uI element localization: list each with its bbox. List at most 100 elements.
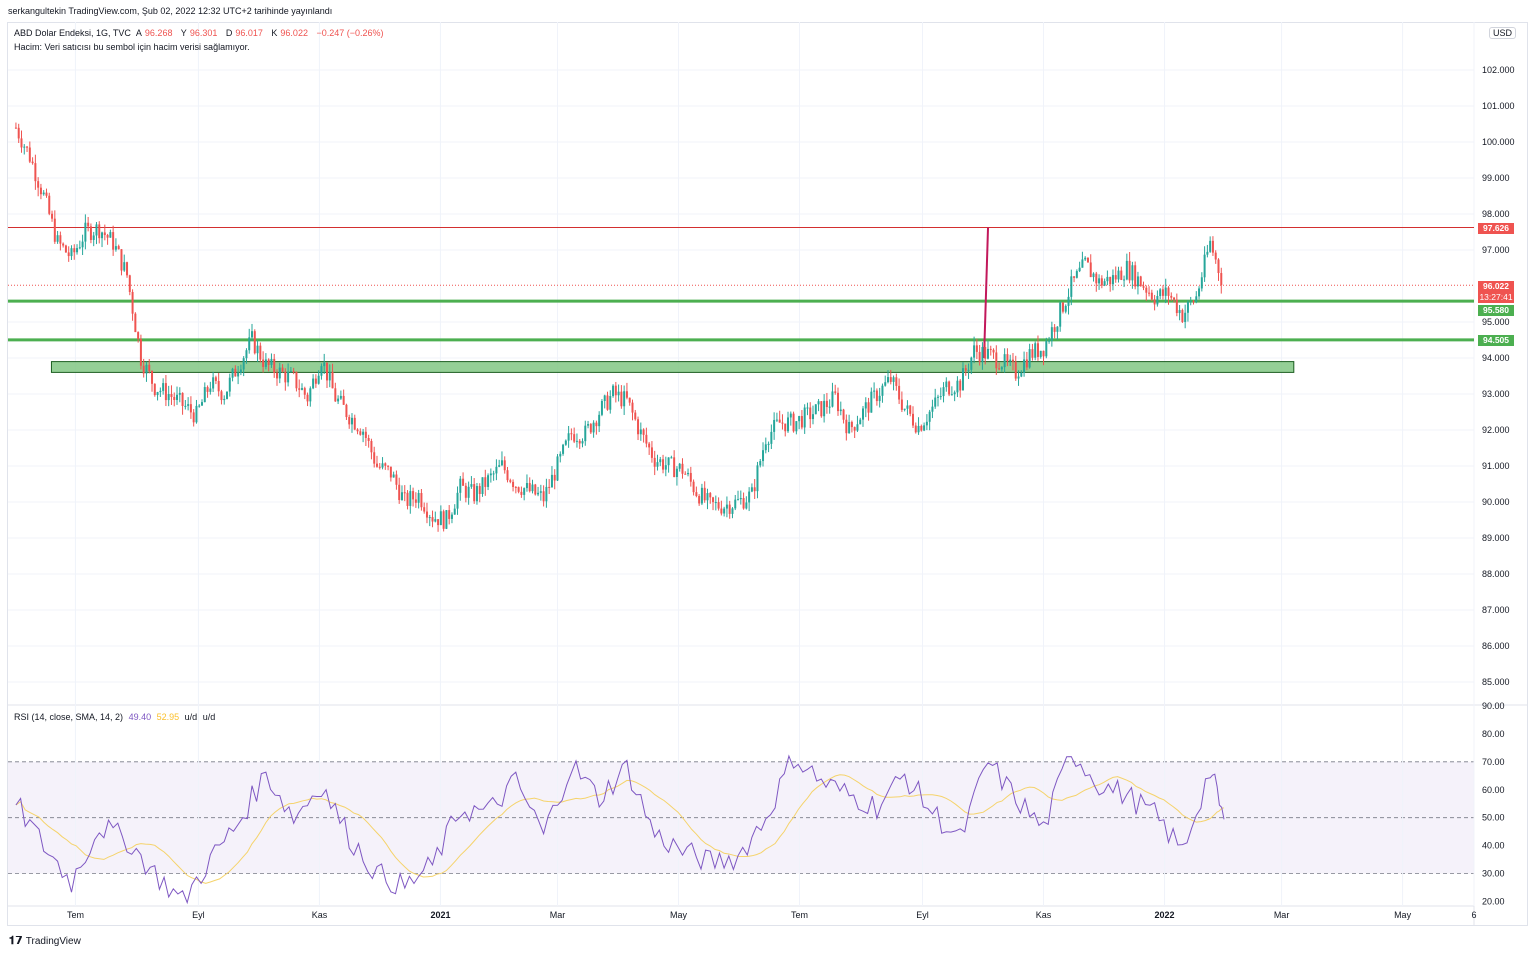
candle-body <box>267 359 270 365</box>
time-tick-label: May <box>1394 910 1412 920</box>
candle-body <box>653 457 656 467</box>
time-tick-label: Mar <box>1274 910 1290 920</box>
candle-body <box>503 460 506 471</box>
candle-body <box>1009 359 1012 362</box>
candle-body <box>195 405 198 423</box>
time-tick-label: Mar <box>550 910 566 920</box>
time-tick-label: Kas <box>312 910 328 920</box>
candle-body <box>189 404 192 413</box>
candle-body <box>484 477 487 487</box>
candle-body <box>1200 277 1203 289</box>
candle-body <box>420 493 423 508</box>
candle-body <box>87 222 90 227</box>
candle-body <box>656 462 659 467</box>
candle-body <box>809 407 812 420</box>
candle-body <box>431 517 434 522</box>
candle-body <box>306 394 309 402</box>
candle-body <box>862 408 865 420</box>
candle-body <box>1181 310 1184 322</box>
candle-body <box>709 493 712 498</box>
candle-body <box>911 413 914 426</box>
candle-body <box>664 465 667 470</box>
candle-body <box>145 364 148 374</box>
currency-button[interactable]: USD <box>1489 27 1517 39</box>
tradingview-logo-icon: 𝟏𝟳 <box>9 935 23 947</box>
candle-body <box>148 364 151 371</box>
candle-body <box>728 504 731 514</box>
candle-body <box>450 514 453 519</box>
symbol-name[interactable]: ABD Dolar Endeksi, 1G, TVC <box>14 28 131 38</box>
candle-body <box>320 366 323 376</box>
time-tick-label: May <box>670 910 688 920</box>
candle-body <box>1023 359 1026 373</box>
candle-body <box>548 486 551 488</box>
candle-body <box>575 440 578 442</box>
candle-body <box>384 463 387 466</box>
price-tick-label: 101.000 <box>1482 101 1515 111</box>
candle-body <box>370 440 373 453</box>
candle-body <box>334 388 337 402</box>
candle-body <box>878 395 881 402</box>
candle-body <box>395 474 398 485</box>
candle-body <box>1217 259 1220 274</box>
candle-body <box>795 421 798 432</box>
candle-body <box>881 385 884 396</box>
candle-body <box>1092 273 1095 278</box>
candle-body <box>487 475 490 487</box>
candle-body <box>1136 276 1139 287</box>
candle-body <box>739 498 742 500</box>
candle-body <box>262 359 265 367</box>
candle-body <box>867 402 870 413</box>
candle-body <box>187 404 190 406</box>
candle-body <box>973 345 976 358</box>
candle-body <box>745 502 748 509</box>
tradingview-footer[interactable]: 𝟏𝟳 TradingView <box>9 934 81 948</box>
published-header: serkangultekin TradingView.com, Şub 02, … <box>8 6 333 16</box>
candle-body <box>1186 301 1189 313</box>
candle-body <box>864 402 867 409</box>
candle-body <box>900 399 903 410</box>
candle-body <box>1156 296 1159 305</box>
candle-body <box>645 434 648 444</box>
candle-body <box>198 405 201 407</box>
candle-body <box>406 492 409 506</box>
candle-body <box>295 371 298 389</box>
candle-body <box>98 224 101 239</box>
candle-body <box>1061 302 1064 312</box>
candle-body <box>892 377 895 382</box>
candle-body <box>992 349 995 353</box>
candle-body <box>1034 343 1037 358</box>
candle-body <box>120 249 123 271</box>
candle-body <box>37 181 40 188</box>
candle-body <box>317 375 320 384</box>
candle-body <box>598 414 601 427</box>
candle-body <box>689 472 692 482</box>
candle-body <box>831 391 834 407</box>
candle-body <box>1050 327 1053 341</box>
candle-body <box>1145 287 1148 293</box>
candle-body <box>970 357 973 370</box>
candle-body <box>989 348 992 350</box>
candle-body <box>975 345 978 352</box>
candle-body <box>364 431 367 438</box>
candle-body <box>934 397 937 407</box>
rsi-label[interactable]: RSI (14, close, SMA, 14, 2) <box>14 712 124 722</box>
candle-body <box>534 484 537 495</box>
candle-body <box>814 404 817 415</box>
candle-body <box>898 385 901 400</box>
rsi-ma-line <box>15 774 1225 884</box>
candle-body <box>523 488 526 495</box>
candle-body <box>592 422 595 433</box>
candle-body <box>825 400 828 408</box>
rsi-line <box>15 754 1225 905</box>
candle-body <box>1123 279 1126 281</box>
candle-body <box>828 406 831 408</box>
candle-body <box>392 474 395 478</box>
price-change: −0.247 (−0.26%) <box>316 28 384 38</box>
candle-body <box>1039 350 1042 357</box>
candle-body <box>375 463 378 467</box>
candle-body <box>678 463 681 469</box>
candle-body <box>1100 278 1103 286</box>
time-tick-label: Eyl <box>192 910 205 920</box>
